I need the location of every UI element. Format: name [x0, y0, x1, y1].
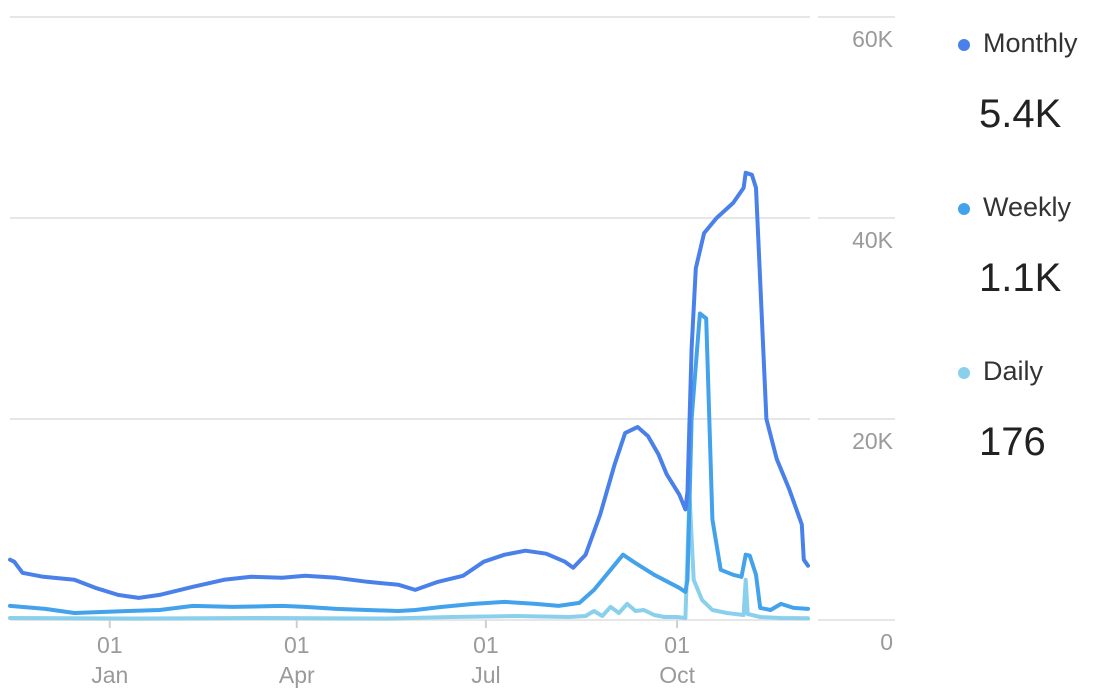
y-axis: 60K 40K 20K 0 [852, 26, 894, 655]
x-tick-day-label: 01 [284, 632, 310, 658]
x-tick-day-label: 01 [473, 632, 499, 658]
series-line-daily [8, 492, 810, 621]
legend-label-monthly: Monthly [983, 28, 1078, 58]
x-axis: 01 Jan 01 Apr 01 Jul 01 Oct [91, 620, 696, 688]
legend-dot-icon [958, 39, 970, 51]
x-tick-day-label: 01 [664, 632, 690, 658]
y-tick-label: 0 [880, 629, 893, 655]
y-tick-label: 20K [852, 428, 894, 454]
x-tick-month-label: Jul [471, 662, 500, 688]
legend-item-monthly[interactable]: Monthly 5.4K [955, 28, 1095, 192]
y-tick-label: 40K [852, 227, 894, 253]
legend-value-daily: 176 [979, 420, 1046, 464]
y-tick-label: 60K [852, 26, 894, 52]
series-line-monthly [8, 170, 810, 600]
legend-item-weekly[interactable]: Weekly 1.1K [955, 192, 1095, 356]
legend-value-weekly: 1.1K [979, 256, 1062, 300]
series-line-weekly [8, 311, 810, 615]
series-lines [8, 170, 810, 621]
x-tick-day-label: 01 [97, 632, 123, 658]
legend-value-monthly: 5.4K [979, 92, 1062, 136]
legend-label-weekly: Weekly [983, 192, 1072, 222]
legend-label-daily: Daily [983, 356, 1044, 386]
legend-dot-icon [958, 367, 970, 379]
legend-item-daily[interactable]: Daily 176 [955, 356, 1095, 520]
x-tick-month-label: Apr [279, 662, 315, 688]
x-tick-month-label: Oct [659, 662, 695, 688]
legend-dot-icon [958, 203, 970, 215]
legend: Monthly 5.4K Weekly 1.1K Daily 176 [955, 28, 1095, 520]
x-tick-month-label: Jan [91, 662, 128, 688]
